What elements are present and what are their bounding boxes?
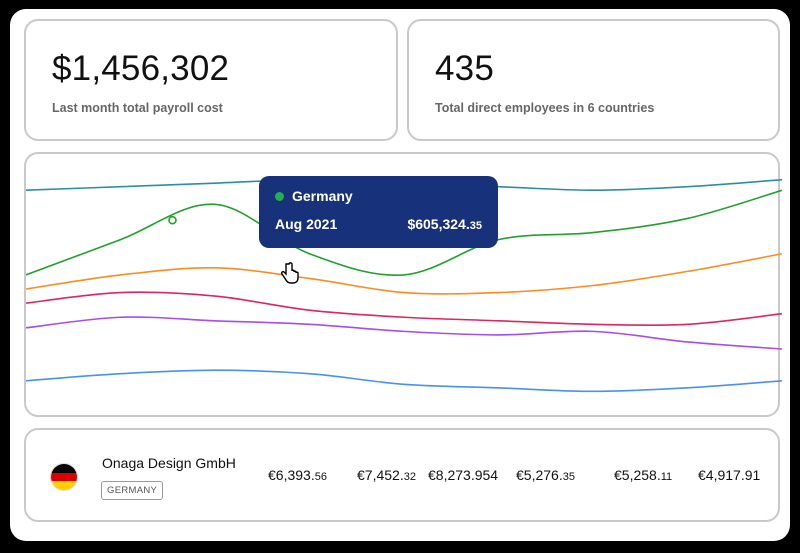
- series-line-5[interactable]: [26, 369, 782, 393]
- payroll-cost-label: Last month total payroll cost: [52, 101, 223, 115]
- amount-cents: 11: [660, 471, 673, 483]
- series-line-4[interactable]: [26, 316, 782, 350]
- series-line-1[interactable]: [26, 189, 782, 277]
- highlight-point[interactable]: [168, 215, 177, 225]
- amount-main: €5,276.: [516, 467, 563, 483]
- company-name: Onaga Design GmbH: [102, 455, 236, 471]
- hand-cursor-icon: [280, 262, 300, 289]
- tooltip-country: Germany: [292, 188, 353, 204]
- series-line-3[interactable]: [26, 291, 782, 327]
- payroll-cost-card[interactable]: $1,456,302 Last month total payroll cost: [24, 19, 398, 141]
- amount-cell: €8,273.954: [428, 467, 498, 483]
- amount-cents: 35: [562, 471, 575, 483]
- tooltip-date: Aug 2021: [275, 216, 338, 232]
- amount-main: €5,258.: [614, 467, 661, 483]
- amount-cents: 32: [403, 471, 416, 483]
- amount-main: €7,452.: [357, 467, 404, 483]
- payroll-line-chart[interactable]: [26, 154, 782, 419]
- germany-flag-icon: [50, 463, 78, 491]
- series-line-2[interactable]: [26, 252, 782, 295]
- amount-cell: €7,452.32: [357, 467, 416, 483]
- tooltip-value-main: $605,324.: [407, 216, 470, 232]
- entity-row[interactable]: Onaga Design GmbH GERMANY €6,393.56 €7,45…: [24, 428, 780, 522]
- payroll-cost-value: $1,456,302: [52, 49, 230, 88]
- tooltip-value-cents: 35: [469, 220, 482, 232]
- amount-cell: €6,393.56: [268, 467, 327, 483]
- employees-card[interactable]: 435 Total direct employees in 6 countrie…: [407, 19, 780, 141]
- chart-tooltip: Germany Aug 2021 $605,324.35: [259, 176, 498, 248]
- amount-main: €6,393.: [268, 467, 315, 483]
- amount-cents: 56: [314, 471, 327, 483]
- amount-cell: €5,258.11: [614, 467, 672, 483]
- amount-main: €4,917.91: [698, 467, 761, 483]
- amount-main: €8,273.954: [428, 467, 499, 483]
- amount-cell: €4,917.91: [698, 467, 760, 483]
- employees-value: 435: [435, 49, 494, 88]
- employees-label: Total direct employees in 6 countries: [435, 101, 655, 115]
- tooltip-series-dot: [275, 192, 284, 201]
- tooltip-value: $605,324.35: [407, 216, 482, 232]
- amount-cell: €5,276.35: [516, 467, 575, 483]
- country-badge: GERMANY: [101, 481, 164, 500]
